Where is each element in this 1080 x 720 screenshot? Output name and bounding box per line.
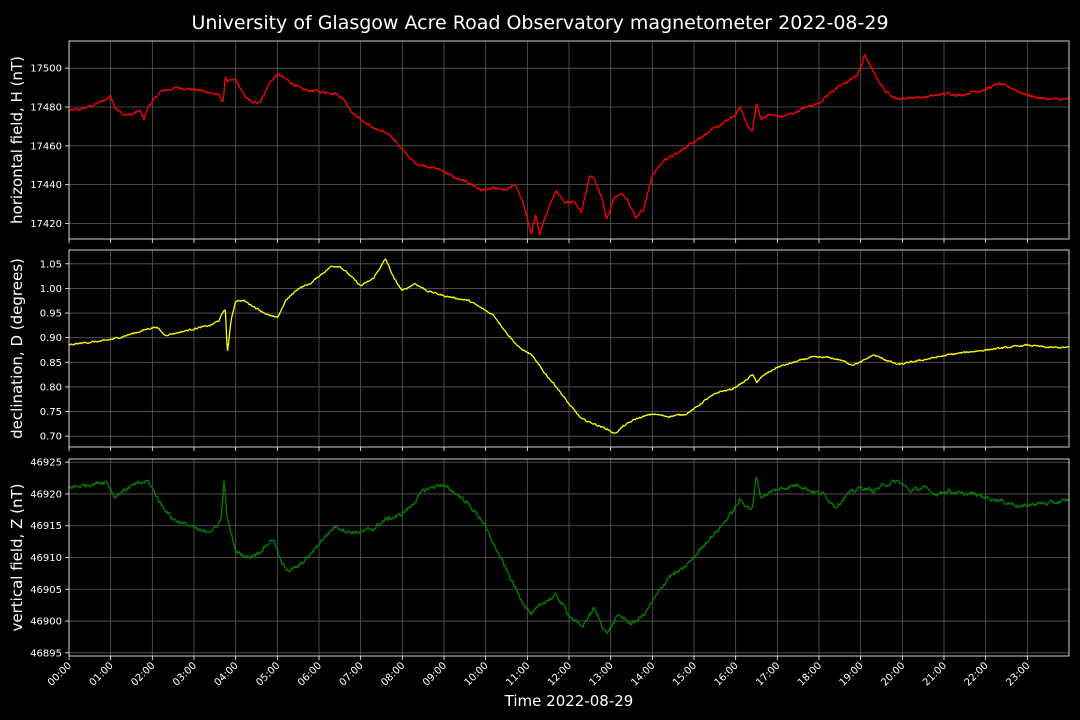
h-panel-ticks: 17420 17440 17460 17480 17500 — [30, 64, 1028, 243]
d-series-line — [68, 258, 1070, 434]
d-panel: 0.70 0.75 0.80 0.85 0.90 0.95 1.00 1.05 declina… — [8, 249, 1070, 451]
h-y-tick-label: 17460 — [30, 141, 62, 152]
x-axis-label: Time 2022-08-29 — [504, 692, 634, 710]
h-y-tick-label: 17420 — [30, 219, 62, 230]
d-y-tick-label: 1.00 — [40, 284, 62, 295]
d-y-tick-label: 0.90 — [40, 333, 62, 344]
z-series-line — [68, 476, 1070, 634]
z-panel-ticks: 46895 46900 46905 46910 46915 46920 46925 — [30, 458, 1028, 660]
h-panel: 17420 17440 17460 17480 17500 horizontal fie… — [8, 40, 1070, 243]
z-y-tick-label: 46900 — [30, 617, 62, 628]
z-y-tick-label: 46910 — [30, 553, 62, 564]
d-panel-grid — [68, 250, 1069, 447]
z-y-tick-label: 46905 — [30, 585, 62, 596]
z-y-tick-label: 46920 — [30, 489, 62, 500]
d-y-tick-label: 0.70 — [40, 432, 62, 443]
chart-title: University of Glasgow Acre Road Observat… — [191, 12, 888, 34]
d-y-tick-label: 0.85 — [40, 358, 62, 369]
h-y-tick-label: 17440 — [30, 180, 62, 191]
z-y-axis-label: vertical field, Z (nT) — [8, 483, 26, 631]
d-y-axis-label: declination, D (degrees) — [8, 258, 26, 439]
d-panel-ticks: 0.70 0.75 0.80 0.85 0.90 0.95 1.00 1.05 — [40, 259, 1028, 451]
d-y-tick-label: 1.05 — [40, 259, 62, 270]
h-series-line — [68, 53, 1070, 236]
h-y-tick-label: 17480 — [30, 103, 62, 114]
h-panel-grid — [68, 41, 1069, 239]
d-y-tick-label: 0.80 — [40, 382, 62, 393]
d-y-tick-label: 0.75 — [40, 407, 62, 418]
z-y-tick-label: 46895 — [30, 648, 62, 659]
h-y-axis-label: horizontal field, H (nT) — [8, 56, 26, 224]
z-y-tick-label: 46925 — [30, 458, 62, 469]
h-y-tick-label: 17500 — [30, 64, 62, 75]
d-y-tick-label: 0.95 — [40, 309, 62, 320]
z-y-tick-label: 46915 — [30, 521, 62, 532]
z-panel: 46895 46900 46905 46910 46915 46920 46925 vert… — [8, 458, 1070, 660]
